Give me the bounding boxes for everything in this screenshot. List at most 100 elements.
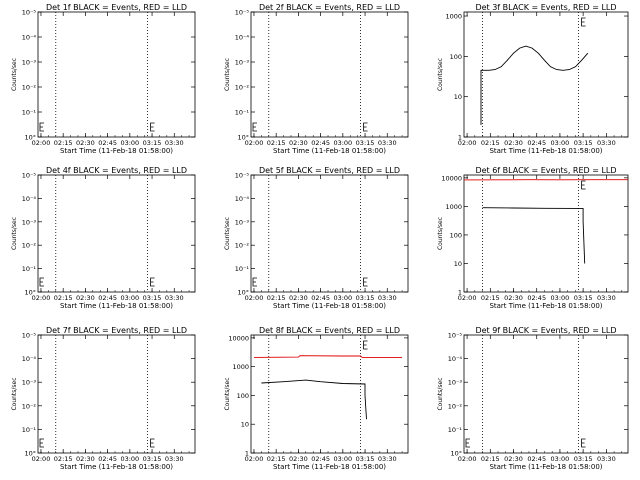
e-marker: [39, 438, 44, 448]
panel-det9: Det 9f BLACK = Events, RED = LLD 02:00 02:…: [437, 326, 629, 471]
y-tick-label: 10⁻⁴: [448, 355, 463, 363]
y-tick-label: 10⁻⁴: [22, 355, 37, 363]
x-tick-label: 02:00: [245, 139, 264, 147]
x-tick-label: 02:00: [458, 455, 477, 463]
x-tick-label: 03:30: [165, 294, 184, 302]
panel-title: Det 4f BLACK = Events, RED = LLD: [46, 166, 187, 175]
plot-frame: [463, 174, 629, 293]
x-tick-label: 02:30: [289, 294, 308, 302]
y-tick-label: 10⁻³: [448, 379, 463, 387]
x-tick-label: 02:00: [245, 294, 264, 302]
x-tick-label: 03:15: [356, 294, 375, 302]
e-marker: [581, 438, 586, 448]
panel-title: Det 1f BLACK = Events, RED = LLD: [46, 3, 187, 12]
plot-frame: [463, 334, 629, 454]
x-tick-label: 02:15: [54, 294, 73, 302]
panel-det3: Det 3f BLACK = Events, RED = LLD 02:00 02:…: [437, 3, 629, 155]
x-tick-label: 03:00: [551, 294, 570, 302]
x-axis-label: Start Time (11-Feb-18 01:58:00): [273, 463, 386, 471]
y-axis-label: Counts/sec: [437, 58, 444, 91]
x-tick-label: 03:30: [378, 294, 397, 302]
y-tick-label: 10°: [24, 289, 36, 297]
x-tick-label: 02:15: [267, 294, 286, 302]
x-axis-label: Start Time (11-Feb-18 01:58:00): [489, 147, 602, 155]
y-tick-label: 10⁻²: [448, 402, 463, 410]
y-tick-label: 10⁻³: [235, 59, 250, 67]
e-marker: [363, 277, 368, 287]
plot-frame: [250, 11, 409, 138]
series-line-events: [480, 45, 589, 125]
x-tick-label: 03:30: [165, 139, 184, 147]
x-axis-label: Start Time (11-Feb-18 01:58:00): [489, 463, 602, 471]
panel-title: Det 9f BLACK = Events, RED = LLD: [475, 326, 616, 335]
y-tick-label: 100: [237, 392, 249, 400]
e-marker: [465, 438, 470, 448]
x-tick-label: 02:45: [527, 294, 546, 302]
x-tick-label: 03:00: [120, 294, 139, 302]
y-tick-label: 10⁻⁴: [235, 195, 250, 203]
y-tick-label: 10⁻¹: [22, 426, 37, 434]
y-tick-label: 10°: [24, 134, 36, 142]
y-tick-label: 10°: [450, 450, 462, 458]
x-tick-label: 02:15: [54, 139, 73, 147]
x-tick-label: 02:30: [76, 294, 95, 302]
x-tick-label: 02:30: [504, 455, 523, 463]
x-tick-label: 02:15: [54, 455, 73, 463]
x-tick-label: 02:15: [481, 455, 500, 463]
plot-frame: [37, 11, 196, 138]
y-tick-label: 10°: [24, 450, 36, 458]
y-tick-label: 10⁻²: [22, 84, 37, 92]
x-tick-label: 02:30: [76, 139, 95, 147]
panel-title: Det 3f BLACK = Events, RED = LLD: [475, 3, 616, 12]
x-tick-label: 02:45: [311, 455, 330, 463]
y-tick-label: 10⁻¹: [448, 426, 463, 434]
series-line-events: [261, 379, 367, 420]
x-axis-label: Start Time (11-Feb-18 01:58:00): [60, 463, 173, 471]
y-axis-label: Counts/sec: [11, 377, 18, 410]
y-axis-label: Counts/sec: [437, 377, 444, 410]
x-tick-label: 02:30: [504, 294, 523, 302]
series-line-events: [482, 207, 586, 264]
x-tick-label: 02:15: [481, 139, 500, 147]
x-tick-label: 02:00: [458, 294, 477, 302]
x-tick-label: 02:30: [76, 455, 95, 463]
x-tick-label: 03:15: [143, 294, 162, 302]
x-tick-label: 03:30: [378, 139, 397, 147]
y-axis-label: Counts/sec: [11, 217, 18, 250]
y-tick-label: 10⁻⁴: [22, 195, 37, 203]
e-marker: [363, 340, 368, 350]
x-tick-label: 02:00: [32, 455, 51, 463]
y-axis-label: Counts/sec: [224, 377, 231, 410]
plot-frame: [463, 11, 629, 138]
e-marker: [150, 122, 155, 132]
x-tick-label: 02:15: [267, 455, 286, 463]
y-tick-label: 10⁻⁵: [235, 172, 250, 180]
plot-frame: [250, 174, 409, 293]
x-tick-label: 03:30: [597, 455, 616, 463]
y-tick-label: 10⁻³: [22, 379, 37, 387]
y-tick-label: 10⁻⁵: [235, 9, 250, 17]
panel-title: Det 6f BLACK = Events, RED = LLD: [475, 166, 616, 175]
y-tick-label: 100: [450, 53, 462, 61]
y-tick-label: 10⁻⁴: [22, 34, 37, 42]
y-tick-label: 10⁻³: [22, 59, 37, 67]
x-tick-label: 02:45: [311, 139, 330, 147]
y-tick-label: 10⁻²: [22, 402, 37, 410]
y-tick-label: 1000: [232, 363, 249, 371]
e-marker: [39, 122, 44, 132]
y-tick-label: 10⁻²: [22, 242, 37, 250]
x-tick-label: 03:15: [356, 139, 375, 147]
y-axis-label: Counts/sec: [11, 58, 18, 91]
y-tick-label: 100: [450, 231, 462, 239]
plot-frame: [37, 174, 196, 293]
x-tick-label: 03:00: [551, 139, 570, 147]
x-axis-label: Start Time (11-Feb-18 01:58:00): [489, 302, 602, 310]
y-tick-label: 10000: [441, 174, 462, 182]
y-tick-label: 10°: [237, 289, 249, 297]
x-tick-label: 02:00: [32, 294, 51, 302]
x-tick-label: 03:00: [333, 294, 352, 302]
x-tick-label: 02:30: [504, 139, 523, 147]
